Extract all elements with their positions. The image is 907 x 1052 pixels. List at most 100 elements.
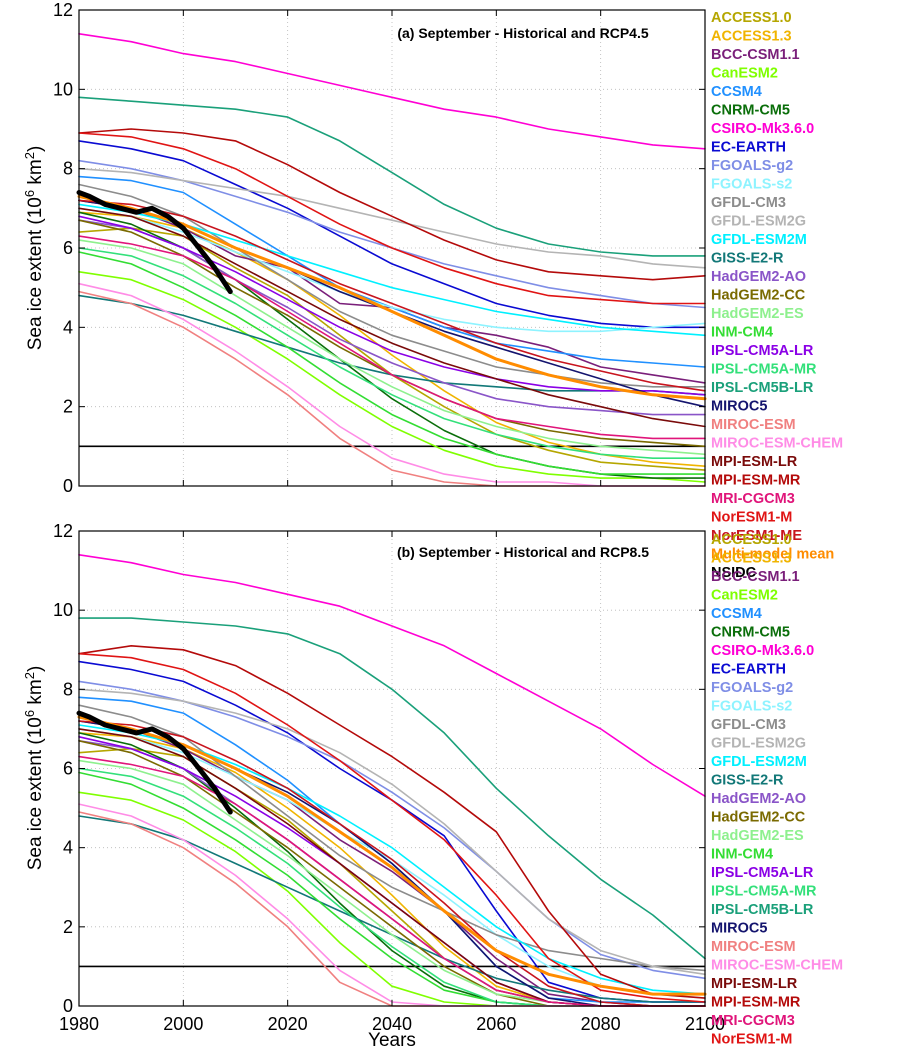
- legend-entry: CSIRO-Mk3.6.0: [711, 121, 814, 137]
- legend-entry: IPSL-CM5B-LR: [711, 902, 814, 918]
- x-tick-label: 2020: [268, 1014, 308, 1034]
- legend-entry: HadGEM2-ES: [711, 306, 804, 322]
- legend-entry: MIROC-ESM-CHEM: [711, 436, 843, 452]
- x-tick-label: 2000: [163, 1014, 203, 1034]
- series-line-nsidc: [76, 190, 233, 295]
- x-tick-label: 2080: [581, 1014, 621, 1034]
- legend-entry: IPSL-CM5A-MR: [711, 884, 817, 900]
- legend-entry: IPSL-CM5A-LR: [711, 343, 814, 359]
- series-line-multi-model-mean: [77, 715, 707, 996]
- legend-entry: MRI-CGCM3: [711, 1013, 795, 1029]
- series-layer: [76, 32, 707, 487]
- legend-entry: Multi-model mean: [711, 547, 834, 563]
- legend-entry: ACCESS1.3: [711, 29, 792, 45]
- legend-entry: GFDL-ESM2M: [711, 232, 807, 248]
- legend-entry: MPI-ESM-MR: [711, 473, 801, 489]
- legend-entry: CCSM4: [711, 84, 762, 100]
- legend: ACCESS1.0 ACCESS1.3 BCC-CSM1.1 CanESM2 CCSM4…: [711, 10, 843, 581]
- x-tick-label: 2060: [476, 1014, 516, 1034]
- legend-entry: MIROC5: [711, 399, 767, 415]
- series-line-nsidc: [76, 710, 233, 815]
- legend-entry: HadGEM2-AO: [711, 269, 806, 285]
- series-line-mpi-esm-mr: [78, 644, 706, 999]
- legend-entry: MPI-ESM-MR: [711, 995, 801, 1011]
- panel-title: (b) September - Historical and RCP8.5: [397, 544, 649, 560]
- legend: ACCESS1.0 ACCESS1.3 BCC-CSM1.1 CanESM2 CCSM4…: [711, 532, 843, 1052]
- series-line-gfdl-esm2g: [78, 167, 706, 269]
- series-line-noresm1-m: [78, 652, 706, 1003]
- y-tick-label: 2: [63, 917, 73, 937]
- legend-entry: MIROC-ESM: [711, 939, 796, 955]
- y-axis-label: Sea ice extent (106 km2): [22, 666, 47, 871]
- y-tick-label: 12: [53, 0, 73, 20]
- legend-entry: BCC-CSM1.1: [711, 47, 800, 63]
- legend-entry: CanESM2: [711, 66, 778, 82]
- panel-title: (a) September - Historical and RCP4.5: [397, 25, 649, 41]
- legend-entry: CCSM4: [711, 606, 762, 622]
- series-line-csiro-mk3-6-0: [78, 32, 706, 150]
- x-axis-ticks: 1980 2000 2020 2040 2060 2080 2100: [59, 531, 725, 1034]
- y-tick-label: 8: [63, 679, 73, 699]
- series-line-mpi-esm-lr: [78, 207, 706, 428]
- y-tick-label: 2: [63, 397, 73, 417]
- y-tick-label: 10: [53, 79, 73, 99]
- legend-entry: MIROC-ESM-CHEM: [711, 958, 843, 974]
- legend-entry: GFDL-CM3: [711, 195, 786, 211]
- legend-entry: HadGEM2-ES: [711, 828, 804, 844]
- legend-entry: NorESM1-ME: [711, 1050, 802, 1052]
- y-axis-ticks: 0 2 4 6 8 10 12: [53, 0, 706, 496]
- legend-entry: GFDL-ESM2G: [711, 736, 806, 752]
- legend-entry: CNRM-CM5: [711, 625, 790, 641]
- legend-entry: CNRM-CM5: [711, 103, 790, 119]
- legend-entry: EC-EARTH: [711, 662, 786, 678]
- legend-entry: CanESM2: [711, 588, 778, 604]
- legend-entry: ACCESS1.0: [711, 10, 792, 26]
- y-tick-label: 10: [53, 600, 73, 620]
- legend-entry: IPSL-CM5A-MR: [711, 362, 817, 378]
- panel-b: 0 2 4 6 8 10 12 1980 2000 2020 2040 2060 2080 2100 (…: [22, 521, 844, 1052]
- series-line-mpi-esm-mr: [78, 128, 706, 281]
- legend-entry: GFDL-CM3: [711, 717, 786, 733]
- x-tick-label: 2040: [372, 1014, 412, 1034]
- legend-entry: EC-EARTH: [711, 140, 786, 156]
- legend-entry: GFDL-ESM2G: [711, 214, 806, 230]
- series-line-hadgem2-es: [78, 239, 706, 456]
- y-tick-label: 6: [63, 238, 73, 258]
- panel-a: 0 2 4 6 8 10 12 (a) September - Historical and…: [22, 0, 844, 581]
- legend-entry: MIROC5: [711, 921, 767, 937]
- legend-entry: MPI-ESM-LR: [711, 454, 798, 470]
- legend-entry: ACCESS1.3: [711, 551, 792, 567]
- legend-entry: BCC-CSM1.1: [711, 569, 800, 585]
- x-tick-label: 1980: [59, 1014, 99, 1034]
- series-line-mri-cgcm3: [78, 235, 706, 440]
- legend-entry: FGOALS-s2: [711, 699, 792, 715]
- legend-entry: NorESM1-M: [711, 1032, 792, 1048]
- legend-entry: ACCESS1.0: [711, 532, 792, 548]
- y-tick-label: 8: [63, 159, 73, 179]
- series-line-canesm2: [78, 270, 706, 483]
- legend-entry: IPSL-CM5A-LR: [711, 865, 814, 881]
- series-line-ipsl-cm5a-mr: [78, 247, 706, 460]
- legend-entry: MPI-ESM-LR: [711, 976, 798, 992]
- legend-entry: GISS-E2-R: [711, 251, 784, 267]
- series-line-noresm1-m: [78, 132, 706, 305]
- legend-entry: NorESM1-ME: [711, 528, 802, 544]
- series-line-multi-model-mean: [77, 194, 707, 401]
- y-axis-label: Sea ice extent (106 km2): [22, 146, 47, 351]
- legend-entry: MRI-CGCM3: [711, 491, 795, 507]
- y-tick-label: 12: [53, 521, 73, 541]
- series-line-ipsl-cm5b-lr: [78, 96, 706, 257]
- x-axis-label: Years: [368, 1030, 416, 1051]
- y-tick-label: 4: [63, 838, 73, 858]
- legend-entry: HadGEM2-AO: [711, 791, 806, 807]
- legend-entry: INM-CM4: [711, 847, 773, 863]
- y-tick-label: 4: [63, 317, 73, 337]
- legend-entry: GISS-E2-R: [711, 773, 784, 789]
- series-line-inm-cm4: [78, 251, 706, 475]
- legend-entry: NorESM1-M: [711, 510, 792, 526]
- legend-entry: HadGEM2-CC: [711, 288, 806, 304]
- x-tick-label: 2100: [685, 1014, 725, 1034]
- series-line-csiro-mk3-6-0: [78, 553, 706, 798]
- y-tick-label: 0: [63, 996, 73, 1016]
- series-line-noresm1-me: [78, 199, 706, 392]
